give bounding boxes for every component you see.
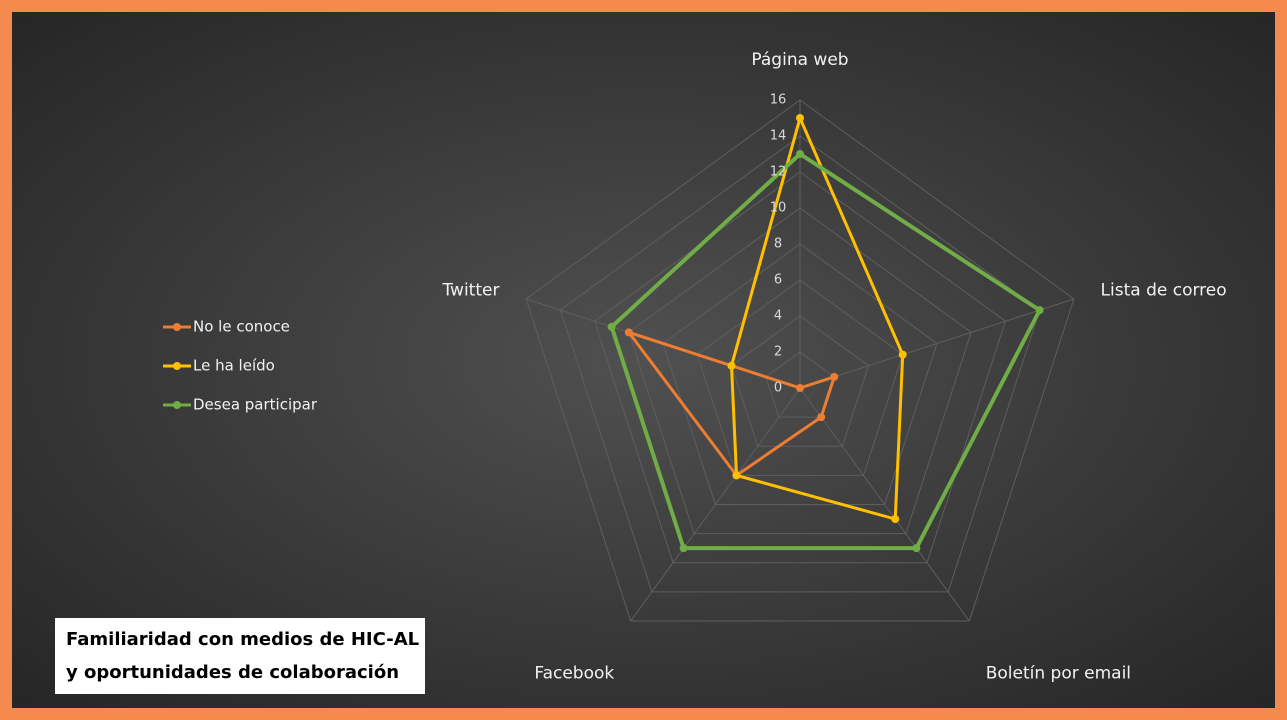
data-point [679,544,688,553]
title-box [55,618,425,694]
plot-background [12,12,1275,708]
data-point [727,361,736,370]
y-tick-label: 0 [774,381,782,396]
y-tick-label: 10 [770,201,787,216]
y-tick-label: 6 [774,273,782,288]
grid-line [662,243,938,505]
data-point [1035,306,1044,315]
spoke [630,387,801,622]
grid-line [593,171,1007,564]
series-line [730,116,905,521]
y-tick-label: 4 [774,309,782,324]
data-point [796,114,804,122]
category-label: Página web [751,50,848,70]
spoke [799,387,970,622]
data-point [891,515,900,524]
category-label: Facebook [534,664,614,684]
data-point [830,372,839,381]
legend-marker [173,323,181,331]
grid-line [525,99,1075,622]
legend-label: Desea participar [193,396,318,414]
category-label: Boletín por email [986,664,1131,684]
data-point [898,350,907,359]
data-point [912,544,921,553]
category-label: Lista de correo [1101,280,1227,300]
y-tick-label: 14 [770,129,787,144]
data-point [817,413,826,422]
series-line [627,330,836,477]
data-point [732,471,741,480]
y-tick-label: 16 [770,93,787,108]
y-tick-label: 8 [774,237,782,252]
data-point [624,328,633,337]
grid-line [730,315,870,447]
data-point [796,384,804,392]
grid-line [696,279,904,476]
grid-line [765,351,835,418]
category-label: Twitter [441,280,499,300]
legend-label: Le ha leído [193,357,275,375]
grid-line [559,135,1041,593]
data-point [796,150,804,158]
y-tick-label: 12 [770,165,787,180]
series-line [609,152,1042,551]
spoke [799,298,1075,389]
legend-marker [173,362,181,370]
y-tick-label: 2 [774,345,782,360]
legend-marker [173,401,181,409]
grid-line [628,207,972,535]
chart-title: y oportunidades de colaboración [66,662,399,683]
data-point [607,322,616,331]
legend-label: No le conoce [193,318,290,336]
chart-title: Familiaridad con medios de HIC-AL [66,629,419,650]
